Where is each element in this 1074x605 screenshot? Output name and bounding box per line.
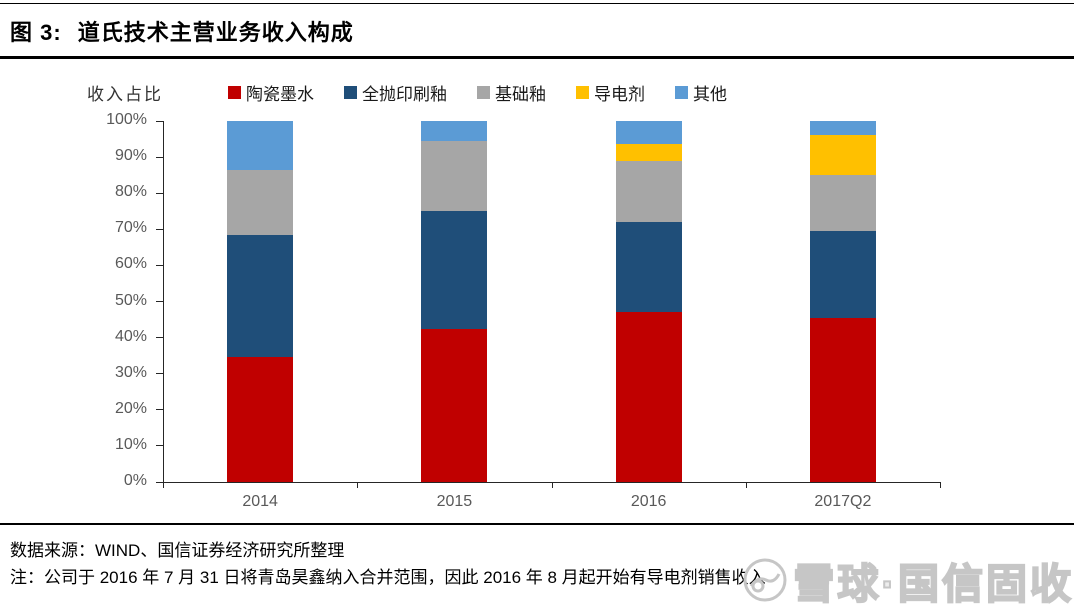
bar-segment-基础釉 [421, 140, 488, 212]
bar-segment-陶瓷墨水 [615, 312, 682, 482]
legend-item-其他: 其他 [675, 80, 727, 105]
x-tick-mark [357, 482, 359, 488]
y-tick-label: 50% [114, 291, 147, 309]
bottom-border-line [0, 523, 1074, 525]
y-tick-label: 70% [114, 219, 147, 237]
figure-number: 图 3: [10, 20, 62, 45]
legend-label: 全抛印刷釉 [362, 85, 447, 104]
bar-segment-其他 [809, 121, 876, 136]
watermark-text: 雪球·国信固收 [792, 560, 1074, 605]
y-tick-mark [156, 264, 163, 266]
bar-segment-基础釉 [615, 160, 682, 223]
bar-segment-其他 [421, 121, 488, 141]
y-axis-title: 收入占比 [87, 85, 163, 104]
x-tick-mark [551, 482, 553, 488]
y-tick-label: 80% [114, 183, 147, 201]
legend-item-基础釉: 基础釉 [477, 80, 546, 105]
y-tick-mark [156, 481, 163, 483]
y-tick-mark [156, 445, 163, 447]
bar-segment-陶瓷墨水 [421, 328, 488, 482]
top-border-line [0, 3, 1074, 4]
legend-swatch-icon [344, 86, 357, 99]
y-axis-line [163, 121, 164, 482]
title-divider-line [0, 56, 1074, 59]
legend-label: 陶瓷墨水 [246, 85, 314, 104]
legend-item-全抛印刷釉: 全抛印刷釉 [344, 80, 447, 105]
y-tick-label: 10% [114, 435, 147, 453]
bar-segment-其他 [227, 121, 294, 170]
legend-item-陶瓷墨水: 陶瓷墨水 [228, 80, 314, 105]
y-tick-label: 100% [106, 111, 147, 128]
y-tick-mark [156, 409, 163, 411]
y-tick-mark [156, 373, 163, 375]
bar-segment-导电剂 [809, 135, 876, 176]
figure-title: 图 3: 道氏技术主营业务收入构成 [10, 15, 354, 47]
y-tick-label: 30% [114, 363, 147, 381]
x-tick-label: 2017Q2 [814, 493, 872, 510]
bar-segment-基础釉 [227, 169, 294, 235]
bar-segment-陶瓷墨水 [227, 357, 294, 482]
legend-swatch-icon [576, 86, 589, 99]
bar-segment-基础釉 [809, 175, 876, 232]
y-tick-mark [156, 192, 163, 194]
y-tick-mark [156, 120, 163, 122]
x-tick-label: 2015 [436, 493, 473, 510]
x-tick-label: 2014 [242, 493, 278, 510]
y-tick-label: 60% [114, 255, 147, 273]
bar-segment-全抛印刷釉 [809, 231, 876, 318]
watermark: 雪球·国信固收 [741, 550, 1074, 605]
bar-segment-全抛印刷釉 [227, 234, 294, 358]
legend-label: 其他 [693, 85, 727, 104]
legend-item-导电剂: 导电剂 [576, 80, 645, 105]
y-tick-label: 40% [114, 327, 147, 345]
y-tick-label: 90% [114, 147, 147, 165]
footnote-text: 注：公司于 2016 年 7 月 31 日将青岛昊鑫纳入合并范围，因此 2016… [10, 568, 766, 587]
y-tick-mark [156, 228, 163, 230]
x-tick-mark [745, 482, 747, 488]
legend-label: 导电剂 [594, 85, 645, 104]
chart-legend: 陶瓷墨水 全抛印刷釉 基础釉 导电剂 其他 [228, 80, 727, 105]
bar-segment-全抛印刷釉 [615, 222, 682, 313]
legend-swatch-icon [228, 86, 241, 99]
y-tick-label: 0% [123, 472, 147, 489]
y-tick-mark [156, 301, 163, 302]
legend-swatch-icon [675, 86, 688, 99]
legend-label: 基础釉 [495, 85, 546, 104]
y-tick-label: 20% [114, 399, 147, 417]
y-tick-mark [156, 156, 163, 158]
figure-title-text: 道氏技术主营业务收入构成 [77, 20, 354, 45]
bar-segment-全抛印刷釉 [421, 211, 488, 329]
legend-swatch-icon [477, 86, 490, 99]
data-source-text: 数据来源：WIND、国信证券经济研究所整理 [10, 541, 345, 560]
x-tick-mark [940, 482, 941, 488]
y-tick-mark [156, 337, 163, 339]
bar-segment-导电剂 [615, 144, 682, 161]
bar-segment-其他 [615, 121, 682, 145]
x-tick-label: 2016 [630, 493, 667, 510]
bar-segment-陶瓷墨水 [809, 317, 876, 482]
x-tick-mark [163, 482, 164, 488]
